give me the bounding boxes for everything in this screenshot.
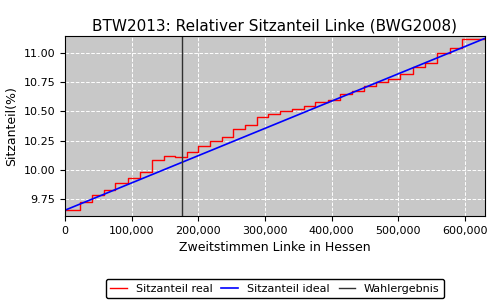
Title: BTW2013: Relativer Sitzanteil Linke (BWG2008): BTW2013: Relativer Sitzanteil Linke (BWG… xyxy=(92,18,458,33)
Sitzanteil ideal xyxy=(290,116,296,119)
Line: Sitzanteil ideal: Sitzanteil ideal xyxy=(65,38,485,210)
Sitzanteil real xyxy=(460,38,466,41)
Sitzanteil ideal xyxy=(262,127,268,130)
Y-axis label: Sitzanteil(%): Sitzanteil(%) xyxy=(5,86,18,166)
Sitzanteil real xyxy=(482,38,488,41)
Sitzanteil ideal xyxy=(264,126,270,129)
Sitzanteil ideal xyxy=(62,208,68,212)
Sitzanteil ideal xyxy=(312,106,318,110)
Legend: Sitzanteil real, Sitzanteil ideal, Wahlergebnis: Sitzanteil real, Sitzanteil ideal, Wahle… xyxy=(106,279,444,298)
Sitzanteil ideal xyxy=(472,41,478,44)
Sitzanteil real xyxy=(160,158,166,162)
Sitzanteil real xyxy=(422,61,428,64)
X-axis label: Zweitstimmen Linke in Hessen: Zweitstimmen Linke in Hessen xyxy=(179,241,371,254)
Sitzanteil ideal xyxy=(482,37,488,40)
Line: Sitzanteil real: Sitzanteil real xyxy=(65,40,485,210)
Sitzanteil ideal xyxy=(406,68,412,71)
Sitzanteil real xyxy=(160,154,166,158)
Sitzanteil real xyxy=(230,127,236,131)
Sitzanteil real xyxy=(62,208,68,212)
Sitzanteil real xyxy=(300,107,306,111)
Sitzanteil real xyxy=(288,107,294,111)
